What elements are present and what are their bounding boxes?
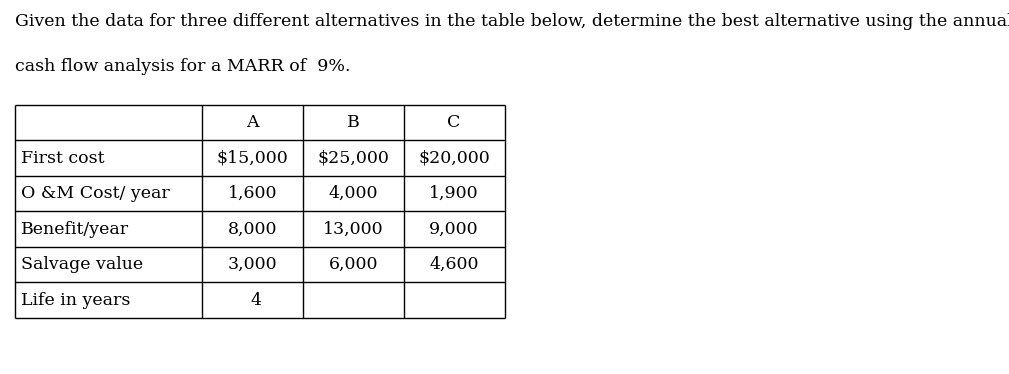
Text: 3,000: 3,000 [227, 256, 277, 273]
Text: B: B [347, 114, 359, 131]
Text: 4,000: 4,000 [328, 185, 378, 202]
Text: 9,000: 9,000 [429, 221, 479, 237]
Text: Given the data for three different alternatives in the table below, determine th: Given the data for three different alter… [15, 13, 1009, 30]
Text: C: C [447, 114, 461, 131]
Text: 4: 4 [251, 292, 261, 309]
Text: 1,600: 1,600 [227, 185, 277, 202]
Text: First cost: First cost [21, 150, 105, 166]
Text: 8,000: 8,000 [227, 221, 277, 237]
Text: Life in years: Life in years [21, 292, 130, 309]
Text: 4,600: 4,600 [429, 256, 479, 273]
Text: Salvage value: Salvage value [21, 256, 143, 273]
Text: 1,900: 1,900 [429, 185, 479, 202]
Text: A: A [246, 114, 258, 131]
Text: 6,000: 6,000 [328, 256, 378, 273]
Text: $25,000: $25,000 [317, 150, 389, 166]
Text: $15,000: $15,000 [216, 150, 289, 166]
Text: 13,000: 13,000 [323, 221, 383, 237]
Text: $20,000: $20,000 [418, 150, 490, 166]
Text: O &M Cost/ year: O &M Cost/ year [21, 185, 170, 202]
Text: Benefit/year: Benefit/year [21, 221, 129, 237]
Text: cash flow analysis for a MARR of  9%.: cash flow analysis for a MARR of 9%. [15, 58, 351, 75]
